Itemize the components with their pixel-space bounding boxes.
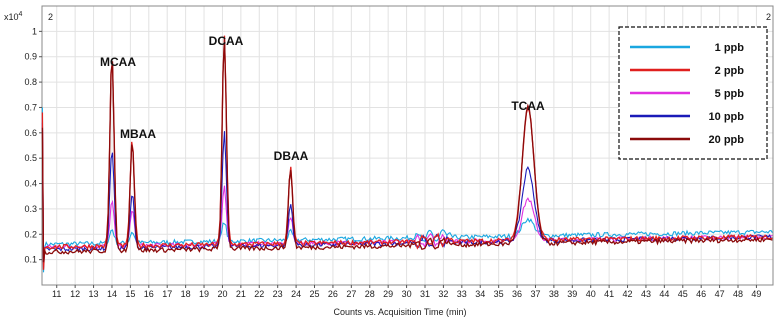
- x-axis-title: Counts vs. Acquisition Time (min): [333, 307, 466, 317]
- x-tick-label: 31: [420, 289, 430, 299]
- series-line-2-ppb: [41, 35, 773, 270]
- x-axis-ticks: 11 12 13 14 15 16 17 18 19 20 21 22 23 24 25 26 27 28 29 30…: [52, 285, 761, 299]
- peak-label-mcaa: MCAA: [100, 55, 136, 69]
- y-tick-label: 0.7: [24, 102, 37, 112]
- x-tick-label: 25: [310, 289, 320, 299]
- series-line-1-ppb: [41, 107, 773, 273]
- y-axis-ticks: 0.1 0.2 0.3 0.4 0.5 0.6 0.7 0.8 0.9 1: [24, 26, 42, 265]
- x-tick-label: 23: [273, 289, 283, 299]
- x-tick-label: 22: [254, 289, 264, 299]
- x-tick-label: 38: [549, 289, 559, 299]
- x-tick-label: 28: [365, 289, 375, 299]
- x-tick-label: 42: [623, 289, 633, 299]
- corner-mark-right: 2: [766, 12, 771, 22]
- x-tick-label: 35: [494, 289, 504, 299]
- x-tick-label: 41: [604, 289, 614, 299]
- x-tick-label: 47: [715, 289, 725, 299]
- x-tick-label: 32: [438, 289, 448, 299]
- series-line-20-ppb: [41, 38, 773, 263]
- y-tick-label: 0.1: [24, 255, 37, 265]
- legend-label: 10 ppb: [709, 111, 745, 123]
- peak-label-dbaa: DBAA: [274, 149, 309, 163]
- x-tick-label: 37: [530, 289, 540, 299]
- x-tick-label: 39: [567, 289, 577, 299]
- x-tick-label: 18: [181, 289, 191, 299]
- x-tick-label: 44: [659, 289, 669, 299]
- x-tick-label: 34: [475, 289, 485, 299]
- peak-labels: MCAA MBAA DCAA DBAA TCAA: [100, 34, 545, 163]
- y-tick-label: 0.2: [24, 229, 37, 239]
- y-multiplier: x104: [4, 11, 23, 22]
- x-tick-label: 43: [641, 289, 651, 299]
- peak-label-tcaa: TCAA: [511, 99, 545, 113]
- x-tick-label: 15: [125, 289, 135, 299]
- x-tick-label: 21: [236, 289, 246, 299]
- x-tick-label: 13: [89, 289, 99, 299]
- x-tick-label: 19: [199, 289, 209, 299]
- y-tick-label: 0.4: [24, 179, 37, 189]
- x-tick-label: 20: [217, 289, 227, 299]
- x-tick-label: 46: [696, 289, 706, 299]
- legend-label: 2 ppb: [715, 65, 745, 77]
- peak-label-dcaa: DCAA: [209, 34, 244, 48]
- legend-label: 5 ppb: [715, 88, 745, 100]
- x-tick-label: 40: [586, 289, 596, 299]
- legend: 1 ppb 2 ppb 5 ppb 10 ppb 20 ppb: [618, 26, 768, 160]
- x-tick-label: 14: [107, 289, 117, 299]
- y-tick-label: 0.8: [24, 77, 37, 87]
- y-tick-label: 0.6: [24, 128, 37, 138]
- y-tick-label: 0.3: [24, 204, 37, 214]
- y-tick-label: 0.9: [24, 52, 37, 62]
- x-tick-label: 33: [457, 289, 467, 299]
- x-tick-label: 45: [678, 289, 688, 299]
- x-tick-label: 17: [162, 289, 172, 299]
- x-tick-label: 29: [383, 289, 393, 299]
- x-tick-label: 11: [52, 289, 61, 299]
- y-tick-label: 0.5: [24, 153, 37, 163]
- y-multiplier-exponent: 4: [19, 11, 23, 18]
- x-tick-label: 16: [144, 289, 154, 299]
- peak-label-mbaa: MBAA: [120, 127, 156, 141]
- x-tick-label: 36: [512, 289, 522, 299]
- legend-label: 1 ppb: [715, 42, 745, 54]
- y-tick-label: 1: [32, 26, 37, 36]
- x-tick-label: 49: [751, 289, 761, 299]
- x-tick-label: 26: [328, 289, 338, 299]
- x-tick-label: 27: [346, 289, 356, 299]
- corner-mark-left: 2: [48, 12, 53, 22]
- x-tick-label: 12: [70, 289, 80, 299]
- x-tick-label: 24: [291, 289, 301, 299]
- x-tick-label: 48: [733, 289, 743, 299]
- series-layer: [41, 35, 773, 273]
- legend-label: 20 ppb: [709, 134, 745, 146]
- x-tick-label: 30: [402, 289, 412, 299]
